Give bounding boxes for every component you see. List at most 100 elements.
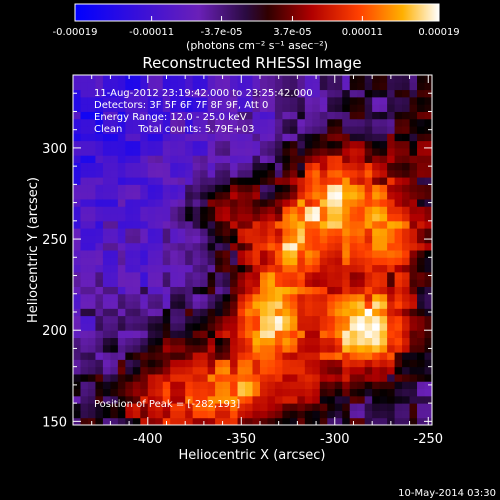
heatmap-cell	[237, 169, 246, 178]
heatmap-cell	[170, 206, 179, 215]
heatmap-cell	[147, 96, 156, 105]
heatmap-cell	[394, 75, 403, 83]
heatmap-cell	[297, 373, 306, 382]
y-tick-label: 200	[42, 324, 67, 339]
heatmap-cell	[125, 191, 134, 200]
heatmap-cell	[125, 388, 134, 397]
heatmap-cell	[252, 344, 261, 353]
heatmap-cell	[87, 177, 96, 185]
heatmap-cell	[357, 330, 366, 338]
heatmap-cell	[132, 315, 141, 324]
heatmap-cell	[80, 373, 89, 382]
heatmap-cell	[215, 177, 224, 185]
heatmap-cell	[372, 82, 381, 91]
heatmap-cell	[304, 140, 313, 149]
heatmap-cell	[87, 279, 96, 287]
heatmap-cell	[102, 198, 111, 207]
heatmap-cell	[274, 315, 283, 324]
heatmap-cell	[185, 395, 194, 404]
heatmap-cell	[282, 403, 291, 411]
heatmap-cell	[274, 213, 283, 222]
heatmap-cell	[259, 417, 268, 425]
heatmap-cell	[327, 133, 336, 142]
heatmap-cell	[267, 417, 276, 425]
heatmap-cell	[140, 162, 149, 171]
heatmap-cell	[230, 308, 239, 317]
heatmap-cell	[185, 235, 194, 244]
heatmap-cell	[282, 359, 291, 368]
heatmap-cell	[73, 177, 81, 185]
heatmap-cell	[342, 330, 351, 338]
heatmap-cell	[102, 410, 111, 419]
y-tick-label: 300	[42, 142, 67, 157]
heatmap-cell	[319, 220, 328, 229]
heatmap-cell	[207, 257, 216, 266]
heatmap-cell	[185, 242, 194, 251]
heatmap-cell	[327, 322, 336, 331]
heatmap-cell	[394, 126, 403, 134]
heatmap-cell	[102, 82, 111, 91]
heatmap-cell	[252, 417, 261, 425]
heatmap-cell	[110, 395, 119, 404]
heatmap-cell	[80, 315, 89, 324]
heatmap-cell	[185, 403, 194, 411]
heatmap-cell	[73, 286, 81, 295]
heatmap-cell	[110, 169, 119, 178]
heatmap-cell	[387, 322, 396, 331]
heatmap-cell	[140, 410, 149, 419]
heatmap-cell	[200, 315, 209, 324]
heatmap-cell	[274, 403, 283, 411]
heatmap-cell	[379, 403, 388, 411]
heatmap-cell	[87, 111, 96, 120]
heatmap-cell	[87, 344, 96, 353]
heatmap-cell	[282, 330, 291, 338]
heatmap-cell	[274, 373, 283, 382]
heatmap-cell	[349, 242, 358, 251]
heatmap-cell	[372, 293, 381, 302]
heatmap-cell	[402, 82, 411, 91]
heatmap-cell	[334, 293, 343, 302]
heatmap-cell	[259, 315, 268, 324]
heatmap-cell	[379, 228, 388, 236]
heatmap-cell	[252, 366, 261, 375]
heatmap-cell	[267, 293, 276, 302]
heatmap-cell	[259, 264, 268, 273]
heatmap-cell	[252, 322, 261, 331]
heatmap-cell	[342, 344, 351, 353]
heatmap-cell	[192, 111, 201, 120]
heatmap-cell	[282, 155, 291, 163]
heatmap-cell	[327, 344, 336, 353]
heatmap-cell	[304, 118, 313, 127]
heatmap-cell	[80, 264, 89, 273]
heatmap-cell	[379, 381, 388, 390]
heatmap-cell	[162, 264, 171, 273]
heatmap-cell	[110, 126, 119, 134]
heatmap-cell	[267, 118, 276, 127]
heatmap-cell	[334, 381, 343, 390]
heatmap-cell	[80, 228, 89, 236]
heatmap-cell	[125, 395, 134, 404]
heatmap-cell	[200, 359, 209, 368]
chart-title: Reconstructed RHESSI Image	[142, 54, 361, 72]
heatmap-cell	[342, 75, 351, 83]
heatmap-cell	[73, 133, 81, 142]
heatmap-cell	[304, 322, 313, 331]
heatmap-cell	[342, 169, 351, 178]
heatmap-cell	[177, 213, 186, 222]
heatmap-cell	[237, 198, 246, 207]
heatmap-cell	[140, 96, 149, 105]
heatmap-cell	[117, 395, 126, 404]
heatmap-cell	[147, 286, 156, 295]
heatmap-cell	[349, 257, 358, 266]
heatmap-cell	[215, 359, 224, 368]
heatmap-cell	[110, 388, 119, 397]
heatmap-cell	[289, 337, 298, 346]
heatmap-cell	[207, 359, 216, 368]
heatmap-cell	[155, 286, 164, 295]
heatmap-cell	[252, 169, 261, 178]
heatmap-cell	[162, 198, 171, 207]
heatmap-cell	[334, 388, 343, 397]
heatmap-cell	[409, 366, 418, 375]
heatmap-cell	[304, 344, 313, 353]
heatmap-cell	[177, 228, 186, 236]
